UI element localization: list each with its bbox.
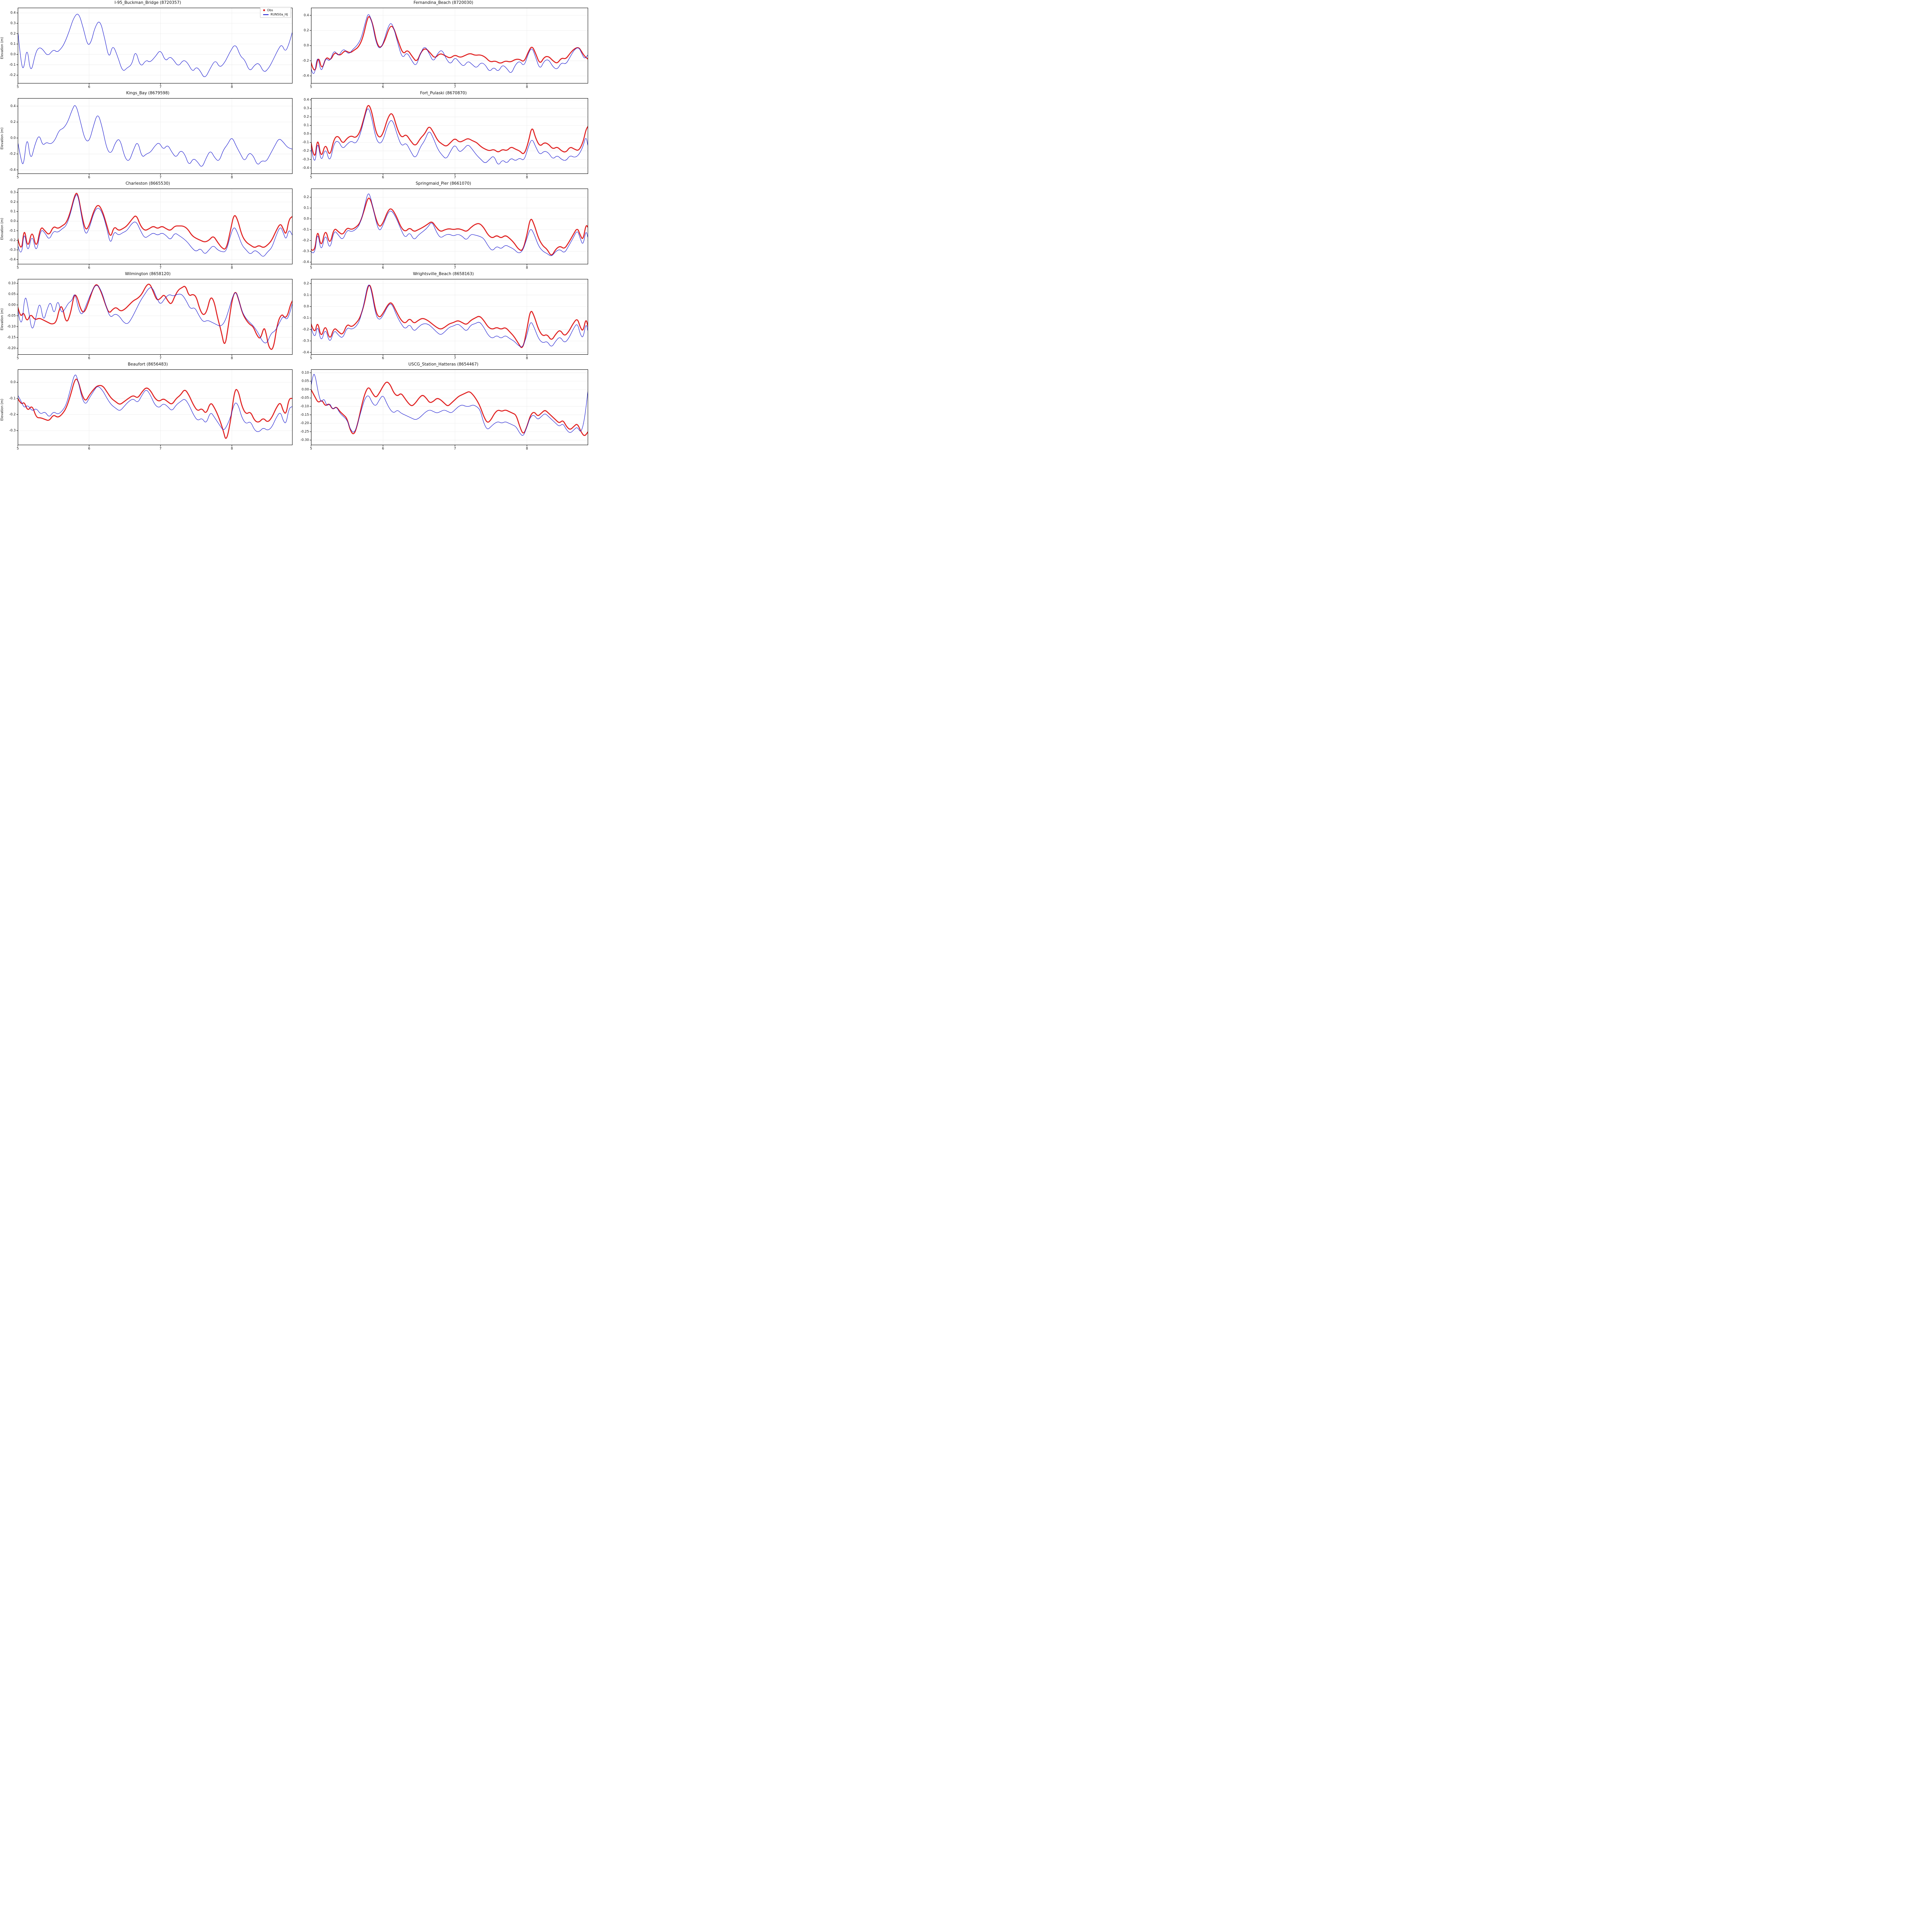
- chart-title: I-95_Buckman_Bridge (8720357): [114, 0, 181, 5]
- chart-canvas-springmaid-pier: [296, 186, 591, 271]
- chart-title: Kings_Bay (8679598): [126, 91, 170, 95]
- subplot-uscg-station-hatteras: USCG_Station_Hatteras (8654467): [296, 362, 591, 452]
- subplot-wilmington: Wilmington (8658120) Elevation (m): [0, 271, 296, 362]
- chart-canvas-buckman-bridge: [0, 5, 296, 90]
- chart-canvas-fort-pulaski: [296, 96, 591, 181]
- subplot-charleston: Charleston (8665530) Elevation (m): [0, 181, 296, 271]
- chart-title: USCG_Station_Hatteras (8654467): [408, 362, 479, 367]
- obs-marker-icon: [263, 9, 265, 11]
- chart-canvas-wrightsville-beach: [296, 277, 591, 362]
- subplot-fernandina-beach: Fernandina_Beach (8720030): [296, 0, 591, 90]
- chart-canvas-fernandina-beach: [296, 5, 591, 90]
- subplot-fort-pulaski: Fort_Pulaski (8670870): [296, 90, 591, 181]
- chart-title: Springmaid_Pier (8661070): [415, 181, 471, 186]
- subplot-wrightsville-beach: Wrightsville_Beach (8658163): [296, 271, 591, 362]
- chart-title: Wilmington (8658120): [125, 272, 171, 276]
- legend-item-obs: Obs: [263, 9, 288, 12]
- chart-title: Fort_Pulaski (8670870): [420, 91, 467, 95]
- legend-item-model: RUN50a_HJ: [263, 13, 288, 16]
- legend-label-obs: Obs: [267, 9, 273, 12]
- subplot-springmaid-pier: Springmaid_Pier (8661070): [296, 181, 591, 271]
- subplot-beaufort: Beaufort (8656483) Elevation (m): [0, 362, 296, 452]
- figure-grid: I-95_Buckman_Bridge (8720357) Elevation …: [0, 0, 591, 452]
- legend-label-model: RUN50a_HJ: [270, 13, 288, 16]
- subplot-kings-bay: Kings_Bay (8679598) Elevation (m): [0, 90, 296, 181]
- subplot-buckman-bridge: I-95_Buckman_Bridge (8720357) Elevation …: [0, 0, 296, 90]
- chart-title: Charleston (8665530): [125, 181, 170, 186]
- chart-canvas-wilmington: [0, 277, 296, 362]
- chart-title: Wrightsville_Beach (8658163): [413, 272, 474, 276]
- chart-canvas-uscg-station-hatteras: [296, 367, 591, 452]
- chart-canvas-beaufort: [0, 367, 296, 452]
- model-line-icon: [263, 14, 269, 15]
- chart-title: Fernandina_Beach (8720030): [413, 0, 473, 5]
- chart-canvas-kings-bay: [0, 96, 296, 181]
- chart-canvas-charleston: [0, 186, 296, 271]
- chart-title: Beaufort (8656483): [128, 362, 168, 367]
- legend: Obs RUN50a_HJ: [260, 7, 291, 18]
